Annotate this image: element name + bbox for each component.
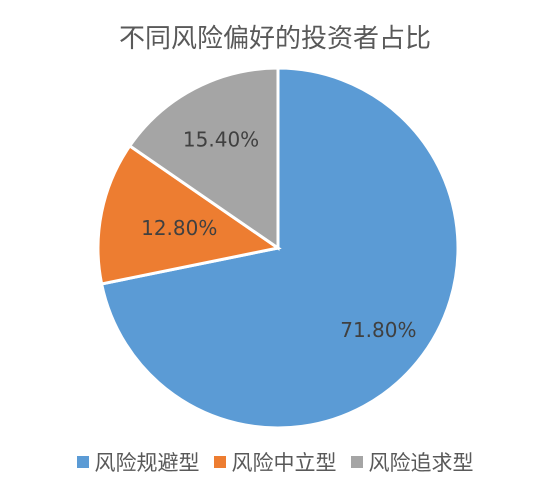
legend-label-avoid: 风险规避型 xyxy=(94,451,200,475)
legend-label-neutral: 风险中立型 xyxy=(231,451,337,475)
data-label-seek: 15.40% xyxy=(183,128,259,152)
pie-slice-neutral xyxy=(96,143,282,286)
legend-item-avoid: 风险规避型 xyxy=(76,447,200,477)
legend-item-seek: 风险追求型 xyxy=(350,447,474,477)
legend-swatch-seek xyxy=(350,456,363,468)
legend-item-neutral: 风险中立型 xyxy=(213,447,337,477)
data-label-avoid: 71.80% xyxy=(340,318,416,342)
legend-swatch-neutral xyxy=(213,456,226,468)
legend-label-seek: 风险追求型 xyxy=(368,451,474,475)
pie-slice-seek xyxy=(127,66,280,251)
chart-title: 不同风险偏好的投资者占比 xyxy=(118,24,431,54)
data-label-neutral: 12.80% xyxy=(141,216,217,240)
legend-swatch-avoid xyxy=(76,456,89,468)
legend: 风险规避型 风险中立型 风险追求型 xyxy=(0,447,550,477)
